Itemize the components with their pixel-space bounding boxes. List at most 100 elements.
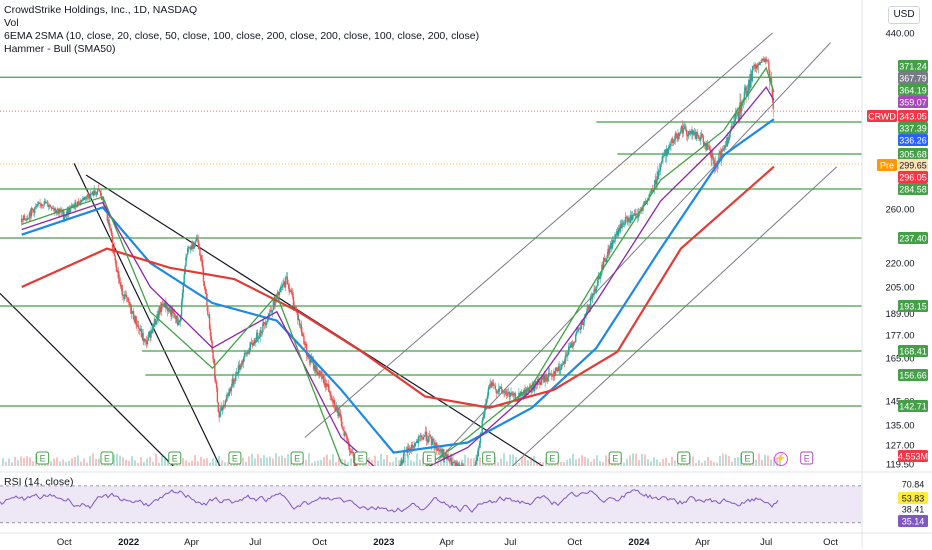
earnings-marker-upcoming[interactable]: E	[800, 451, 814, 465]
candlestick	[110, 227, 113, 236]
candle-body	[709, 149, 711, 151]
candle-body	[83, 198, 85, 201]
candlestick	[698, 134, 700, 139]
candle-body	[482, 418, 484, 421]
candle-body	[75, 202, 77, 208]
candle-body	[682, 128, 684, 134]
candle-body	[55, 210, 58, 213]
candle-body	[441, 449, 443, 457]
candle-body	[683, 127, 685, 129]
candle-body	[701, 133, 704, 137]
candle-body	[698, 135, 700, 139]
candle-body	[461, 465, 463, 466]
volume-bar	[335, 462, 337, 466]
candlestick	[331, 394, 333, 402]
lightning-icon[interactable]: ⚡	[774, 452, 788, 466]
earnings-marker[interactable]: E	[228, 451, 242, 465]
earnings-marker[interactable]: E	[740, 451, 754, 465]
earnings-marker[interactable]: E	[354, 451, 368, 465]
candle-body	[419, 435, 421, 437]
candlestick	[213, 356, 215, 365]
candle-body	[200, 259, 203, 261]
candle-body	[341, 426, 344, 430]
volume-indicator-label[interactable]: Vol	[4, 17, 19, 29]
candle-body	[67, 209, 69, 215]
candle-body	[36, 204, 39, 207]
earnings-marker[interactable]: E	[290, 451, 304, 465]
earnings-marker[interactable]: E	[36, 451, 50, 465]
hammer-indicator-label[interactable]: Hammer - Bull (SMA50)	[4, 43, 116, 55]
candlestick	[571, 339, 573, 349]
earnings-marker[interactable]: E	[168, 451, 182, 465]
candlestick	[681, 120, 684, 138]
volume-bar	[68, 460, 70, 466]
candle-body	[124, 294, 126, 300]
candlestick	[557, 362, 559, 372]
earnings-marker[interactable]: E	[100, 451, 114, 465]
candle-body	[101, 196, 103, 200]
volume-bar	[404, 453, 406, 466]
candlestick	[128, 298, 130, 309]
rsi-axis-tick: 38.41	[902, 505, 925, 515]
candle-body	[47, 202, 49, 207]
candlestick	[462, 462, 464, 466]
volume-bar	[197, 461, 199, 466]
earnings-marker[interactable]: E	[608, 451, 622, 465]
volume-bar	[563, 461, 565, 466]
candle-body	[274, 298, 276, 307]
candlestick	[84, 196, 87, 203]
candle-body	[675, 133, 677, 138]
volume-bar	[371, 459, 373, 466]
candlestick	[502, 390, 504, 394]
candle-body	[159, 306, 161, 311]
candle-body	[210, 336, 213, 342]
ema-indicator-label[interactable]: 6EMA 2SMA (10, close, 20, close, 50, clo…	[4, 30, 480, 42]
time-axis-tick: Jul	[504, 537, 516, 548]
candle-body	[736, 112, 739, 114]
volume-bar	[419, 459, 421, 466]
candle-body	[297, 319, 300, 321]
candlestick	[192, 240, 194, 249]
candle-body	[692, 130, 695, 135]
candlestick	[455, 461, 457, 466]
candlestick	[180, 298, 183, 321]
earnings-marker[interactable]: E	[677, 451, 691, 465]
candle-body	[108, 219, 110, 224]
candle-body	[174, 317, 177, 320]
candle-body	[90, 193, 92, 198]
candlestick	[728, 133, 731, 141]
earnings-marker[interactable]: E	[422, 451, 436, 465]
candle-body	[43, 201, 46, 205]
candlestick	[748, 78, 750, 101]
earnings-marker[interactable]: E	[482, 451, 496, 465]
price-axis-tick: 260.00	[885, 205, 914, 216]
price-label-bg	[898, 84, 928, 96]
candle-body	[591, 293, 594, 300]
candlestick	[281, 284, 283, 291]
candle-body	[634, 213, 636, 216]
candle-body	[215, 381, 218, 389]
candle-body	[182, 284, 185, 293]
volume-bar	[350, 458, 352, 466]
candle-body	[685, 126, 687, 131]
candle-body	[416, 440, 419, 444]
candle-body	[658, 170, 660, 172]
candle-body	[342, 429, 344, 431]
candlestick	[36, 201, 39, 208]
candlestick	[439, 446, 441, 456]
candlestick	[695, 131, 698, 142]
rsi-indicator-label[interactable]: RSI (14, close)	[4, 476, 74, 488]
candlestick	[278, 288, 281, 300]
currency-button[interactable]: USD	[888, 6, 920, 24]
volume-bar	[212, 458, 214, 466]
candle-body	[251, 342, 254, 346]
volume-bar	[524, 456, 526, 466]
candle-body	[256, 332, 259, 339]
candle-body	[741, 102, 743, 112]
candlestick	[656, 171, 658, 191]
candlestick	[298, 318, 301, 329]
candlestick	[489, 378, 491, 390]
earnings-marker[interactable]: E	[545, 451, 559, 465]
price-label: Pre	[877, 159, 897, 171]
